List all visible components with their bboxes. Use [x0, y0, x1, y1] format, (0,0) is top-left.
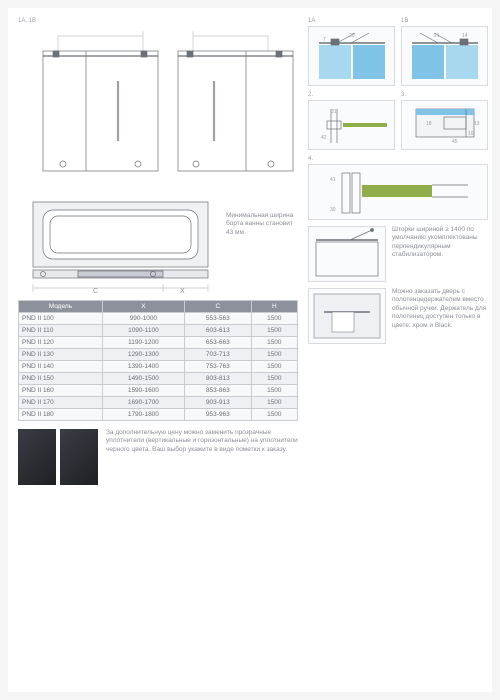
left-column: 1A, 1B: [18, 18, 298, 682]
svg-text:31: 31: [331, 109, 337, 115]
detail-row-2: 2. 42 31 3.: [308, 92, 488, 150]
elevation-svg: [18, 26, 298, 186]
svg-text:10: 10: [468, 131, 474, 137]
svg-text:7: 7: [323, 37, 326, 43]
svg-text:41: 41: [330, 177, 336, 183]
col-header: Модель: [19, 301, 103, 313]
detail-1a: 20 7: [308, 26, 395, 86]
table-row: PND II 1301290-1300703-7131500: [19, 349, 298, 361]
label-4: 4.: [308, 156, 488, 162]
detail-4: 41 30: [308, 164, 488, 220]
detail-1b: 14 21: [401, 26, 488, 86]
svg-text:42: 42: [321, 135, 327, 141]
dim-x: X: [180, 288, 185, 294]
dim-c: C: [93, 288, 98, 294]
table-row: PND II 1101090-1100603-6131500: [19, 325, 298, 337]
main-drawing-label: 1A, 1B: [18, 18, 298, 24]
label-1a: 1A: [308, 18, 395, 24]
spec-sheet: 1A, 1B: [8, 8, 492, 692]
seal-photo-1: [18, 429, 56, 485]
seal-note-row: За дополнительную цену можно заменить пр…: [18, 429, 298, 485]
label-2: 2.: [308, 92, 395, 98]
stabilizer-row: Шторки шириной ≥ 1400 по умолчанию укомп…: [308, 226, 488, 282]
label-1b: 1B: [401, 18, 488, 24]
svg-text:13: 13: [474, 121, 480, 127]
stabilizer-note: Шторки шириной ≥ 1400 по умолчанию укомп…: [392, 226, 488, 260]
table-row: PND II 1401390-1400753-7631500: [19, 361, 298, 373]
towel-note: Можно заказать дверь с полотенцедержател…: [392, 288, 488, 330]
detail-3: 45 10 13 18: [401, 100, 488, 150]
table-row: PND II 1201190-1200653-6631500: [19, 337, 298, 349]
seal-photos: [18, 429, 98, 485]
tub-svg: C X: [18, 194, 298, 294]
svg-text:21: 21: [434, 33, 440, 39]
label-3: 3.: [401, 92, 488, 98]
tub-plan-drawing: C X Минимальная ширина борта ванны стано…: [18, 194, 298, 294]
col-header: C: [185, 301, 252, 313]
svg-text:30: 30: [330, 207, 336, 213]
stabilizer-drawing: [308, 226, 386, 282]
detail-row-1: 1A 20 7 1B: [308, 18, 488, 86]
svg-text:45: 45: [452, 139, 458, 145]
col-header: H: [251, 301, 297, 313]
seal-note-text: За дополнительную цену можно заменить пр…: [106, 429, 298, 485]
svg-text:14: 14: [462, 33, 468, 39]
detail-row-3: 4. 41 30: [308, 156, 488, 220]
min-width-note: Минимальная ширина борта ванны становит …: [226, 212, 298, 237]
table-row: PND II 1601590-1600853-8631500: [19, 385, 298, 397]
seal-photo-2: [60, 429, 98, 485]
table-row: PND II 1501490-1500803-8131500: [19, 373, 298, 385]
towel-drawing: [308, 288, 386, 344]
table-row: PND II 1701690-1700903-9131500: [19, 397, 298, 409]
svg-text:20: 20: [349, 33, 355, 39]
col-header: X: [102, 301, 184, 313]
main-elevation-drawing: 1A, 1B: [18, 18, 298, 188]
table-row: PND II 100990-1000553-5631500: [19, 313, 298, 325]
towel-row: Можно заказать дверь с полотенцедержател…: [308, 288, 488, 344]
table-row: PND II 1801790-1800953-9631500: [19, 409, 298, 421]
svg-text:18: 18: [426, 121, 432, 127]
detail-2: 42 31: [308, 100, 395, 150]
right-column: 1A 20 7 1B: [308, 18, 488, 682]
spec-table: МодельXCH PND II 100990-1000553-5631500P…: [18, 300, 298, 421]
